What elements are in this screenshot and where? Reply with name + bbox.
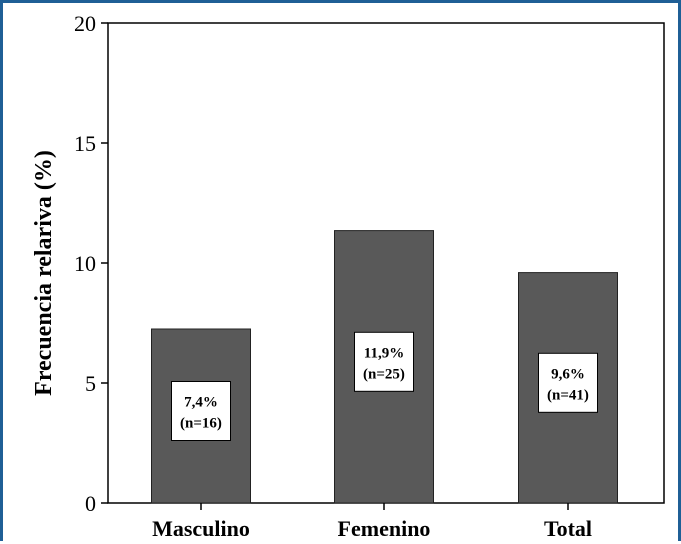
y-tick-label: 5	[85, 371, 96, 396]
data-label-value: 11,9%	[364, 345, 404, 361]
x-tick-label: Femenino	[338, 516, 431, 541]
y-axis-ticks: 0 5 10 15 20	[74, 11, 108, 516]
y-tick-label: 15	[74, 131, 96, 156]
data-label-value: 7,4%	[184, 395, 218, 411]
y-tick-label: 10	[74, 251, 96, 276]
y-axis-label: Frecuencia relariva (%)	[31, 150, 57, 396]
data-label-box	[354, 331, 414, 392]
data-label-count: (n=16)	[180, 416, 222, 432]
data-labels: 7,4% (n=16) 11,9% (n=25) 9,6% (n=41)	[171, 331, 598, 441]
x-tick-label: Total	[544, 516, 592, 541]
y-tick-label: 0	[85, 491, 96, 516]
x-axis-ticks: Masculino Femenino Total	[152, 503, 592, 541]
data-label-box	[538, 352, 598, 413]
data-label-box	[171, 381, 231, 441]
data-label-count: (n=25)	[363, 366, 405, 382]
data-label-count: (n=41)	[547, 387, 589, 403]
x-tick-label: Masculino	[152, 516, 250, 541]
bar-chart: Frecuencia relariva (%) 0 5 10 15 20 7,4% (n=…	[31, 11, 665, 541]
data-label-value: 9,6%	[551, 366, 585, 382]
y-tick-label: 20	[74, 11, 96, 36]
